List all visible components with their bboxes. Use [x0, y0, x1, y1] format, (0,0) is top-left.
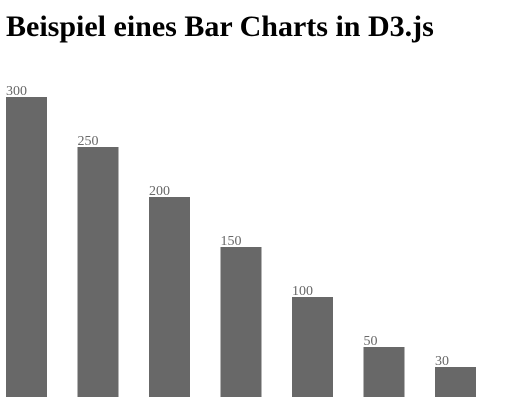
bar-value-label-4: 100 [292, 284, 313, 299]
bar-value-label-6: 30 [435, 354, 449, 369]
bar-value-label-1: 250 [78, 134, 99, 149]
bar-2 [149, 197, 190, 397]
bar-value-label-3: 150 [221, 234, 242, 249]
bar-5 [363, 347, 405, 397]
page-title: Beispiel eines Bar Charts in D3.js [6, 10, 434, 43]
bar-group [6, 97, 476, 397]
bar-4 [292, 297, 333, 397]
bar-value-label-2: 200 [149, 184, 170, 199]
bar-value-label-0: 300 [6, 84, 27, 99]
bar-value-label-5: 50 [364, 334, 378, 349]
bar-1 [77, 147, 119, 397]
bar-0 [6, 97, 47, 397]
bar-label-group: 300 250 200 150 100 50 30 [6, 84, 449, 369]
bar-3 [220, 247, 262, 397]
bar-6 [435, 367, 476, 397]
